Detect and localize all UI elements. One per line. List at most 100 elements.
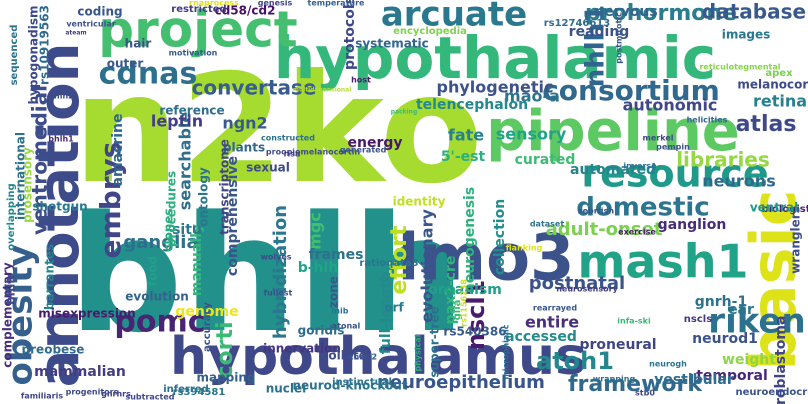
word-cloud-word: innervation bbox=[263, 342, 341, 356]
word-cloud-word: ear bbox=[728, 302, 754, 318]
word-cloud-word: bhlh2 bbox=[48, 92, 73, 101]
word-cloud-word: systematic bbox=[355, 37, 429, 51]
word-cloud-word: ganglia bbox=[123, 232, 198, 253]
word-cloud-word: plants bbox=[223, 141, 265, 155]
word-cloud-word: infa-ski bbox=[617, 317, 651, 326]
word-cloud-word: prohormone bbox=[585, 1, 737, 26]
word-cloud-word: international bbox=[14, 132, 28, 220]
word-cloud-word: temperature bbox=[308, 0, 366, 8]
word-cloud-word: melanocortin bbox=[737, 78, 808, 92]
word-cloud-word: stb0 bbox=[635, 389, 655, 398]
word-cloud-word: familiaris bbox=[21, 392, 64, 401]
word-cloud-word: lmo3 bbox=[397, 222, 574, 296]
word-cloud-word: ratioqata3 bbox=[359, 258, 418, 269]
word-cloud-word: rnaprocess bbox=[189, 0, 239, 8]
word-cloud-word: effort bbox=[387, 225, 412, 295]
word-cloud-word: multidimensional bbox=[293, 87, 352, 94]
word-cloud-word: ontology bbox=[197, 167, 211, 227]
word-cloud-word: fate bbox=[448, 126, 484, 145]
word-cloud-word: temporal bbox=[696, 368, 768, 384]
word-cloud-word: physical bbox=[414, 334, 423, 371]
word-cloud-word: evolutionary bbox=[418, 209, 437, 323]
word-cloud-word: packing bbox=[391, 109, 418, 116]
word-cloud-word: wrapping bbox=[593, 375, 636, 384]
word-cloud-word: zone bbox=[327, 276, 341, 308]
word-cloud-word: gnrhrs bbox=[101, 390, 131, 399]
word-cloud-word: constructed bbox=[261, 134, 315, 143]
word-cloud-word: comprehensive bbox=[225, 156, 241, 276]
word-cloud-word: merkel bbox=[643, 134, 674, 143]
word-cloud-word: coding bbox=[77, 5, 122, 19]
word-cloud-word: weight bbox=[722, 352, 776, 368]
word-cloud-word: cnscl2 bbox=[349, 353, 377, 362]
word-cloud-word: images bbox=[722, 28, 771, 42]
word-cloud-word: reference bbox=[159, 104, 224, 118]
word-cloud-word: nuclei bbox=[266, 382, 307, 396]
word-cloud-word: ventral bbox=[750, 201, 798, 215]
word-cloud-word: restricted bbox=[171, 4, 226, 15]
word-cloud-word: zebrfish bbox=[578, 207, 614, 216]
word-cloud-word: energy bbox=[347, 135, 402, 151]
word-cloud-word: genesis bbox=[258, 0, 293, 8]
word-cloud-word: identity bbox=[393, 195, 446, 209]
word-cloud-word: outer bbox=[107, 57, 144, 71]
word-cloud-word: libraries bbox=[676, 148, 770, 172]
word-cloud-word: mash1 bbox=[577, 235, 748, 289]
word-cloud-word: hair bbox=[125, 37, 152, 51]
word-cloud-word: domestic bbox=[576, 193, 709, 223]
word-cloud-word: leptin bbox=[151, 112, 203, 131]
word-cloud-word: rearrayed bbox=[533, 304, 577, 313]
word-cloud-word: hypothalamus bbox=[170, 327, 586, 387]
word-cloud-word: neurogh bbox=[649, 360, 687, 369]
word-cloud-word: motivation bbox=[169, 49, 218, 58]
word-cloud-word: rs12746613 bbox=[544, 18, 611, 29]
word-cloud-word: generated bbox=[340, 146, 387, 155]
word-cloud-word: reticulotegmental bbox=[699, 63, 780, 72]
word-cloud-word: entire bbox=[525, 313, 579, 332]
word-cloud-word: resource bbox=[581, 152, 768, 196]
word-cloud-word: procedures bbox=[165, 171, 179, 247]
word-cloud-word: accessed bbox=[505, 329, 577, 345]
word-cloud-word: hybridization bbox=[270, 205, 291, 339]
word-cloud-word: basic bbox=[737, 189, 808, 370]
word-cloud-word: nscl1 bbox=[462, 280, 490, 351]
word-cloud-word: riken bbox=[708, 302, 805, 342]
word-cloud-word: rs540386 bbox=[443, 325, 506, 339]
word-cloud-word: telencephalon bbox=[416, 97, 528, 113]
word-cloud-word: mammalian bbox=[34, 364, 126, 380]
word-cloud-word: neurons bbox=[702, 172, 775, 191]
word-cloud-word: rs10919563 bbox=[38, 5, 52, 85]
word-cloud-word: microphialic bbox=[502, 324, 511, 379]
word-cloud-word: ngn2 bbox=[222, 114, 267, 133]
word-cloud-word: neurosensory bbox=[556, 285, 618, 294]
word-cloud-word: subtracted bbox=[125, 393, 174, 402]
word-cloud-word: situ bbox=[172, 222, 202, 238]
word-cloud-word: barrantes bbox=[43, 244, 57, 310]
word-cloud-word: inferred bbox=[163, 384, 208, 395]
word-cloud-word: obesity bbox=[1, 244, 41, 385]
word-cloud-word: neurogenesis bbox=[462, 187, 478, 293]
word-cloud-word: database bbox=[702, 0, 806, 24]
word-cloud-word: apex bbox=[765, 68, 793, 79]
word-cloud-word: postnatal bbox=[529, 273, 625, 294]
word-cloud-word: inib bbox=[332, 307, 349, 316]
word-cloud-word: complementary bbox=[1, 262, 15, 368]
word-cloud-word: prosensory bbox=[21, 147, 35, 223]
word-cloud-word: collection bbox=[492, 199, 508, 275]
word-cloud-word: protocols bbox=[342, 0, 358, 70]
word-cloud-word: accuracy bbox=[202, 302, 213, 352]
word-cloud-word: pempin bbox=[656, 143, 690, 152]
word-cloud-word: fullest bbox=[264, 289, 293, 298]
word-cloud-word: consortium bbox=[542, 74, 720, 107]
word-cloud-word: helicities bbox=[687, 116, 728, 125]
word-cloud-word: collate bbox=[321, 349, 367, 363]
word-cloud-word: orf bbox=[384, 301, 404, 315]
word-cloud-word: sexual bbox=[246, 161, 290, 175]
word-cloud-word: proneural bbox=[579, 337, 656, 353]
word-cloud-word: convertase bbox=[192, 76, 317, 100]
word-cloud-word: hypogonadism bbox=[27, 5, 41, 104]
word-cloud-word: n2ko bbox=[73, 43, 483, 217]
word-cloud-word: neurod1 bbox=[692, 331, 758, 347]
word-cloud-word: hypothalamic bbox=[274, 24, 716, 92]
